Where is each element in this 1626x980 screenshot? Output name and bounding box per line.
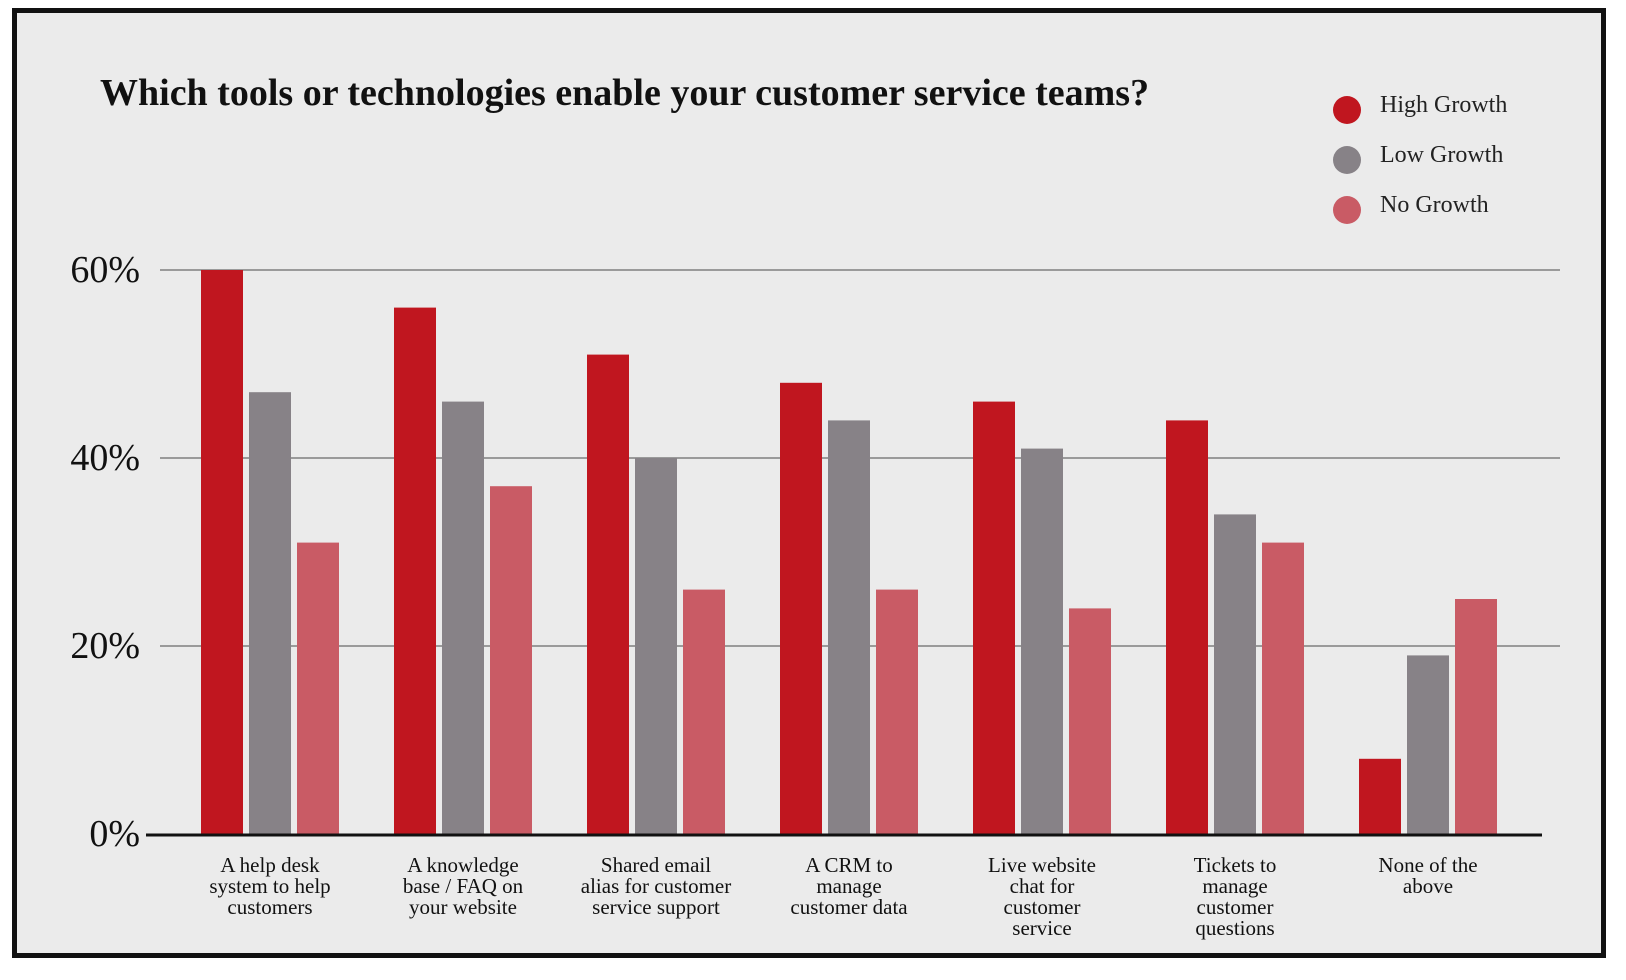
- y-tick-label: 20%: [70, 625, 140, 667]
- bars: [201, 270, 1497, 835]
- bar-no-growth: [876, 589, 918, 834]
- bar-high-growth: [201, 270, 243, 834]
- x-category-label: Live website chat for customer service: [988, 853, 1096, 940]
- bar-low-growth: [442, 401, 484, 834]
- bar-high-growth: [587, 354, 629, 834]
- bar-no-growth: [490, 486, 532, 834]
- x-category-label: Shared email alias for customer service su…: [581, 853, 731, 919]
- legend-label: No Growth: [1380, 192, 1489, 218]
- bar-high-growth: [973, 401, 1015, 834]
- bar-no-growth: [1069, 608, 1111, 834]
- bar-high-growth: [394, 307, 436, 835]
- x-category-label: A help desk system to help customers: [209, 853, 330, 919]
- y-tick-label: 40%: [70, 437, 140, 479]
- x-category-label: A knowledge base / FAQ on your website: [403, 853, 524, 919]
- x-category-label: None of the above: [1378, 853, 1477, 898]
- x-axis-categories: A help desk system to help customers A know…: [209, 853, 1477, 940]
- x-category-label: A CRM to manage customer data: [790, 853, 908, 919]
- bar-high-growth: [1359, 758, 1401, 834]
- bar-no-growth: [1262, 542, 1304, 834]
- legend-marker: [1333, 146, 1361, 174]
- legend-marker: [1333, 196, 1361, 224]
- legend: High Growth Low Growth No Growth: [1333, 92, 1507, 224]
- bar-high-growth: [1166, 420, 1208, 834]
- legend-marker: [1333, 96, 1361, 124]
- bar-no-growth: [683, 589, 725, 834]
- legend-label: Low Growth: [1380, 142, 1503, 168]
- bar-low-growth: [635, 458, 677, 834]
- bar-low-growth: [249, 392, 291, 834]
- bar-low-growth: [1407, 655, 1449, 834]
- y-tick-label: 60%: [70, 249, 140, 291]
- bar-low-growth: [1021, 448, 1063, 834]
- x-category-label: Tickets to manage customer questions: [1194, 853, 1277, 940]
- legend-label: High Growth: [1380, 92, 1507, 118]
- bar-no-growth: [1455, 599, 1497, 834]
- y-axis-ticks: 0% 20% 40% 60%: [70, 249, 140, 855]
- bar-high-growth: [780, 382, 822, 834]
- bar-low-growth: [828, 420, 870, 834]
- bar-low-growth: [1214, 514, 1256, 834]
- chart-title: Which tools or technologies enable your …: [100, 72, 1149, 114]
- y-tick-label: 0%: [89, 813, 140, 855]
- bar-no-growth: [297, 542, 339, 834]
